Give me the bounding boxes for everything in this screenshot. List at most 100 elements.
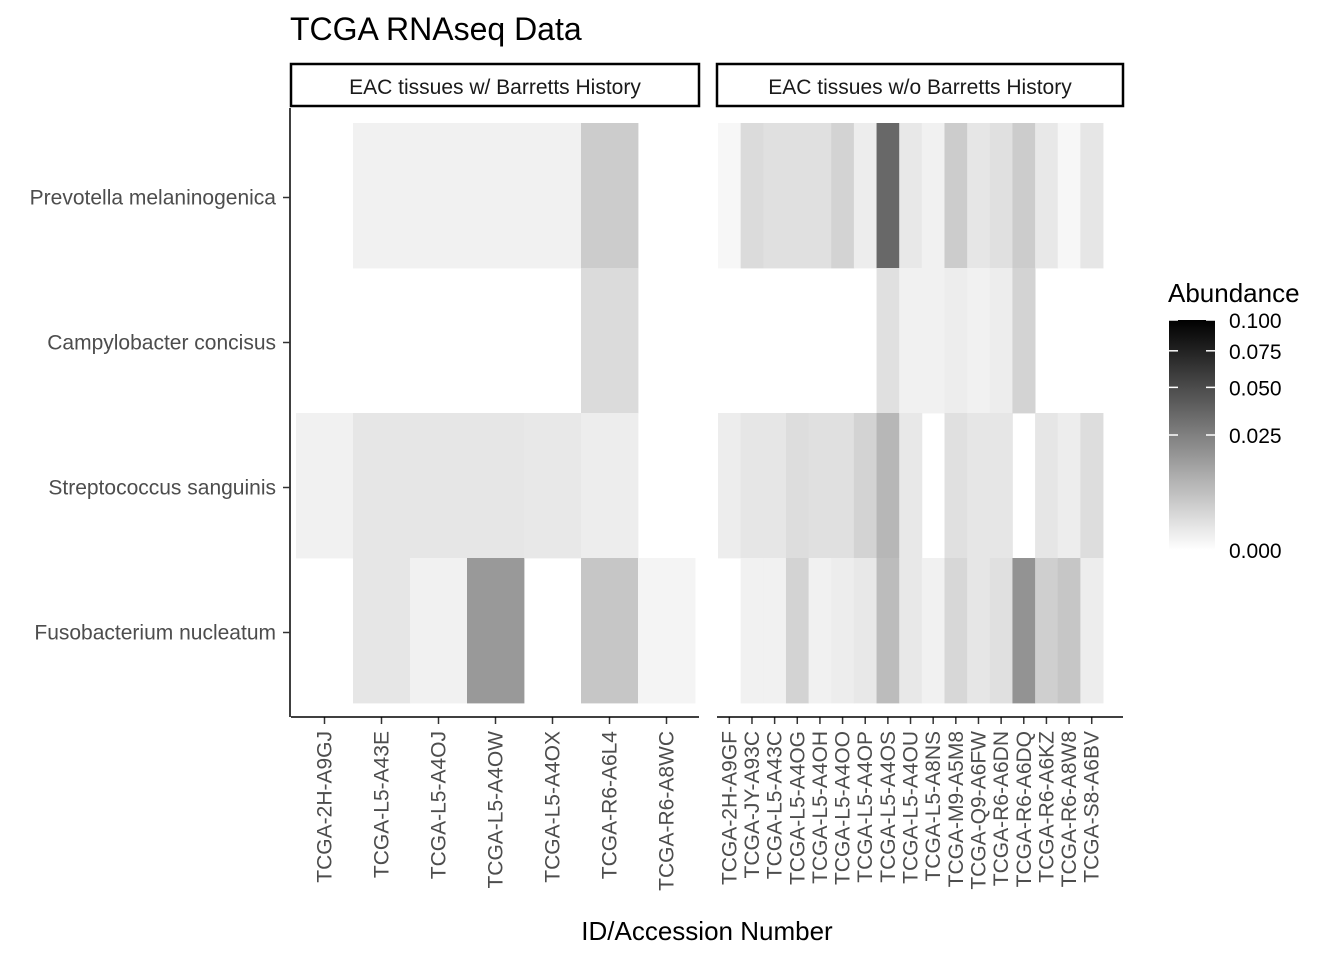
heatmap-cell <box>967 268 991 414</box>
heatmap-cell <box>1012 558 1036 704</box>
heatmap-cell <box>467 558 525 704</box>
heatmap-cell <box>1012 123 1036 269</box>
x-tick-label: TCGA-L5-A4OJ <box>428 731 451 879</box>
x-tick-label: TCGA-L5-A4OW <box>485 731 508 889</box>
heatmap-cell <box>899 558 923 704</box>
heatmap-cell <box>524 123 582 269</box>
heatmap-cell <box>967 558 991 704</box>
legend: Abundance 0.100 0.075 0.050 0.025 0.000 <box>1168 278 1300 563</box>
heatmap-cell <box>876 413 900 559</box>
heatmap-cell <box>944 558 968 704</box>
heatmap-cell <box>638 558 696 704</box>
x-tick-label: TCGA-R6-A8W8 <box>1058 731 1081 887</box>
facet-panels: EAC tissues w/ Barretts History TCGA-2H-A… <box>289 62 1125 891</box>
heatmap-cell <box>353 123 411 269</box>
heatmap-cell <box>740 123 764 269</box>
heatmap-cell <box>1057 413 1081 559</box>
heatmap-cell <box>410 413 468 559</box>
heatmap-cell <box>967 123 991 269</box>
heatmap-cell <box>808 558 832 704</box>
heatmap-cell <box>718 123 742 269</box>
x-tick-label: TCGA-R6-A8WC <box>656 731 679 891</box>
heatmap-cell <box>831 123 855 269</box>
facet-panel: EAC tissues w/ Barretts History TCGA-2H-A… <box>289 62 701 891</box>
heatmap-cell <box>876 123 900 269</box>
heatmap-cell <box>1035 413 1059 559</box>
x-tick-label: TCGA-R6-A6L4 <box>599 731 622 880</box>
x-tick-label: TCGA-Q9-A6FW <box>967 731 990 890</box>
heatmap-cell <box>944 413 968 559</box>
heatmap-cell <box>785 123 809 269</box>
heatmap-cell <box>1012 268 1036 414</box>
heatmap-cell <box>1080 558 1104 704</box>
heatmap-cell <box>1035 123 1059 269</box>
x-tick-label: TCGA-L5-A4OO <box>832 731 855 885</box>
heatmap-cell <box>296 413 354 559</box>
heatmap-cell <box>740 413 764 559</box>
heatmap-cell <box>921 558 945 704</box>
heatmap-cell <box>1080 413 1104 559</box>
x-tick-label: TCGA-JY-A93C <box>741 731 764 878</box>
heatmap-cell <box>353 558 411 704</box>
heatmap-cell <box>853 558 877 704</box>
heatmap-cell <box>921 268 945 414</box>
heatmap-cell <box>581 413 639 559</box>
heatmap-cell <box>410 558 468 704</box>
y-tick-label: Campylobacter concisus <box>47 332 276 355</box>
x-tick-label: TCGA-2H-A9GJ <box>314 731 337 883</box>
legend-ticks: 0.100 0.075 0.050 0.025 0.000 <box>1169 310 1282 563</box>
y-axis: Prevotella melaninogenica Campylobacter c… <box>30 108 291 717</box>
x-tick-label: TCGA-R6-A6DQ <box>1013 731 1036 887</box>
x-tick-label: TCGA-R6-A6KZ <box>1035 731 1058 883</box>
heatmap-cell <box>763 123 787 269</box>
x-tick-label: TCGA-2H-A9GF <box>718 731 741 885</box>
heatmap-cell <box>808 123 832 269</box>
heatmap-cell <box>831 558 855 704</box>
x-tick-label: TCGA-L5-A8NS <box>922 731 945 882</box>
x-tick-label: TCGA-L5-A43E <box>371 731 394 878</box>
heatmap-cell <box>1057 558 1081 704</box>
x-tick-label: TCGA-S8-A6BV <box>1081 731 1104 883</box>
heatmap-cell <box>989 413 1013 559</box>
heatmap-cell <box>785 413 809 559</box>
heatmap-cell <box>467 413 525 559</box>
heatmap-cell <box>967 413 991 559</box>
x-tick-label: TCGA-L5-A4OG <box>786 731 809 885</box>
heatmap-cell <box>899 123 923 269</box>
legend-tick-label: 0.075 <box>1229 341 1282 364</box>
heatmap-cell <box>410 123 468 269</box>
x-tick-label: TCGA-L5-A4OX <box>542 731 565 883</box>
heatmap-cell <box>1080 123 1104 269</box>
heatmap-cell <box>989 268 1013 414</box>
heatmap-cell <box>785 558 809 704</box>
heatmap-cell <box>763 413 787 559</box>
x-tick-label: TCGA-R6-A6DN <box>990 731 1013 886</box>
y-tick-label: Fusobacterium nucleatum <box>34 622 276 645</box>
heatmap-cell <box>1057 123 1081 269</box>
heatmap-cell <box>763 558 787 704</box>
heatmap-cell <box>524 413 582 559</box>
heatmap-cell <box>944 268 968 414</box>
heatmap-cell <box>1035 558 1059 704</box>
legend-tick-label: 0.100 <box>1229 310 1282 333</box>
heatmap-cell <box>718 413 742 559</box>
heatmap-cell <box>989 558 1013 704</box>
chart-title: TCGA RNAseq Data <box>290 11 582 47</box>
heatmap-cell <box>921 123 945 269</box>
heatmap-cell <box>876 268 900 414</box>
heatmap-cell <box>581 268 639 414</box>
facet-panel: EAC tissues w/o Barretts History TCGA-2H-… <box>715 62 1125 890</box>
x-tick-label: TCGA-L5-A4OH <box>809 731 832 884</box>
heatmap-cell <box>989 123 1013 269</box>
heatmap-cell <box>899 413 923 559</box>
y-tick-label: Streptococcus sanguinis <box>48 477 276 500</box>
x-tick-label: TCGA-L5-A43C <box>764 731 787 879</box>
heatmap-cell <box>876 558 900 704</box>
x-axis-title: ID/Accession Number <box>581 916 833 946</box>
heatmap-cell <box>808 413 832 559</box>
facet-strip-label: EAC tissues w/o Barretts History <box>768 76 1072 99</box>
heatmap-cell <box>467 123 525 269</box>
heatmap-cell <box>581 123 639 269</box>
legend-tick-label: 0.050 <box>1229 377 1282 400</box>
